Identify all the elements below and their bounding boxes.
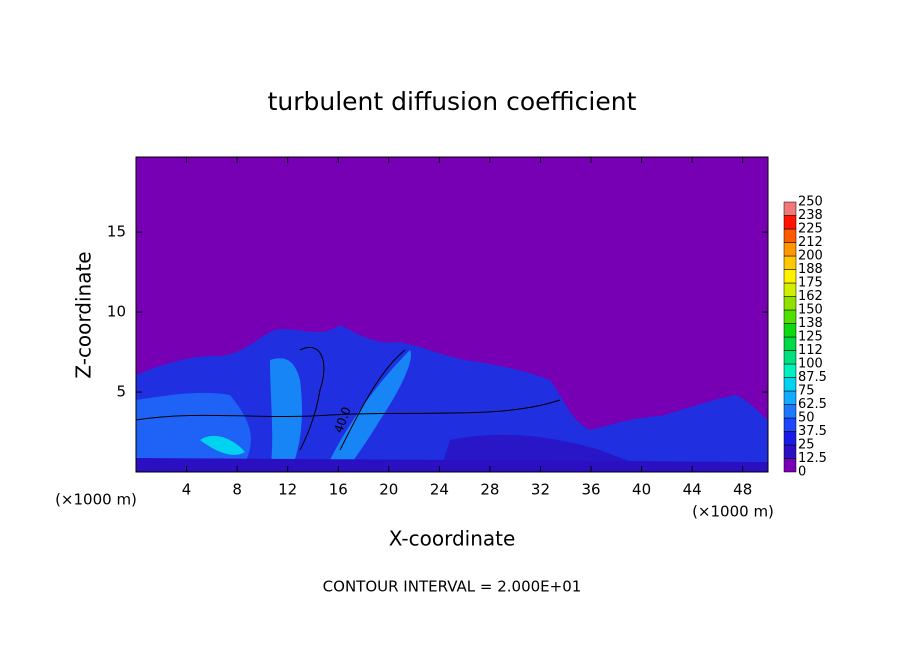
colorbar-box	[783, 404, 797, 419]
x-tick-label: 16	[329, 481, 348, 499]
field-region	[270, 358, 302, 472]
y-tick-label: 5	[116, 383, 126, 401]
colorbar-box	[783, 309, 797, 324]
colorbar-box	[783, 431, 797, 446]
colorbar-label: 162	[798, 289, 823, 304]
x-unit: (×1000 m)	[692, 503, 774, 521]
colorbar-label: 112	[798, 343, 823, 358]
colorbar-box	[783, 444, 797, 459]
x-tick-label: 24	[430, 481, 449, 499]
field-region	[136, 458, 768, 472]
x-tick-label: 4	[182, 481, 192, 499]
colorbar-label: 238	[798, 208, 823, 223]
colorbar-box	[783, 417, 797, 432]
x-axis-label: X-coordinate	[389, 527, 516, 551]
x-tick-label: 20	[379, 481, 398, 499]
contour-line	[136, 399, 561, 421]
field-region	[330, 350, 411, 472]
y-tick-label: 15	[107, 223, 126, 241]
colorbar-label: 75	[798, 384, 815, 399]
colorbar-box	[783, 269, 797, 284]
colorbar-label: 150	[798, 303, 823, 318]
x-tick-label: 48	[733, 481, 752, 499]
colorbar-box	[783, 363, 797, 378]
y-tick-label: 10	[107, 303, 126, 321]
colorbar-box	[783, 282, 797, 297]
colorbar-label: 138	[798, 316, 823, 331]
chart-title: turbulent diffusion coefficient	[268, 87, 637, 116]
colorbar-label: 87.5	[798, 370, 827, 385]
colorbar-label: 0	[798, 465, 806, 480]
colorbar-label: 225	[798, 222, 823, 237]
plot-frame	[135, 156, 769, 473]
colorbar-label: 175	[798, 276, 823, 291]
field	[136, 325, 768, 472]
colorbar-label: 100	[798, 357, 823, 372]
colorbar-label: 37.5	[798, 424, 827, 439]
colorbar-box	[783, 296, 797, 311]
colorbar-label: 62.5	[798, 397, 827, 412]
x-tick-label: 28	[480, 481, 499, 499]
colorbar-box	[783, 323, 797, 338]
x-tick-label: 44	[683, 481, 702, 499]
colorbar-box	[783, 350, 797, 365]
colorbar-label: 50	[798, 411, 815, 426]
footnote: CONTOUR INTERVAL = 2.000E+01	[323, 578, 582, 596]
x-tick-label: 40	[632, 481, 651, 499]
colorbar-label: 188	[798, 262, 823, 277]
colorbar-box	[783, 458, 797, 473]
colorbar-box	[783, 255, 797, 270]
colorbar-label: 12.5	[798, 451, 827, 466]
colorbar-box	[783, 201, 797, 216]
colorbar-box	[783, 242, 797, 257]
colorbar-box	[783, 336, 797, 351]
contour-line	[299, 347, 325, 451]
colorbar-box	[783, 390, 797, 405]
x-tick-label: 32	[531, 481, 550, 499]
colorbar-label: 250	[798, 195, 823, 210]
colorbar-box	[783, 377, 797, 392]
colorbar-label: 25	[798, 438, 815, 453]
y-unit: (×1000 m)	[55, 491, 137, 509]
x-tick-label: 12	[278, 481, 297, 499]
colorbar-box	[783, 228, 797, 243]
colorbar-label: 200	[798, 249, 823, 264]
colorbar-label: 125	[798, 330, 823, 345]
x-tick-label: 8	[232, 481, 242, 499]
x-tick-label: 36	[581, 481, 600, 499]
y-axis-label: Z-coordinate	[72, 251, 96, 378]
colorbar-label: 212	[798, 235, 823, 250]
field-region	[200, 435, 245, 455]
colorbar-box	[783, 215, 797, 230]
contour-line	[339, 349, 406, 451]
